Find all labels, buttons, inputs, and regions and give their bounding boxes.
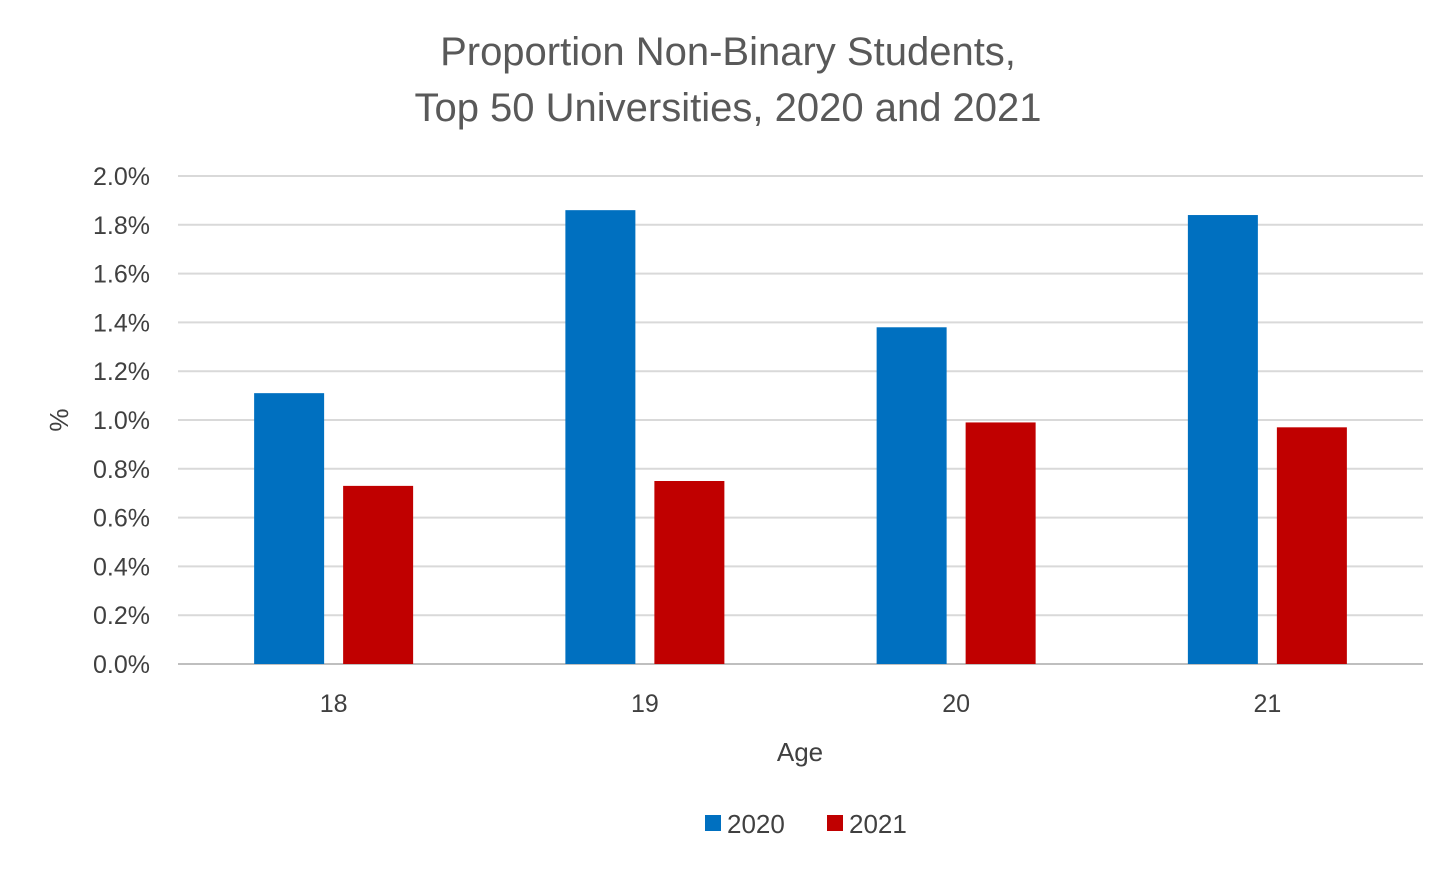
x-axis-tick-labels: 18 19 20 21 [320, 690, 1282, 718]
x-tick-label: 21 [1253, 690, 1281, 718]
legend-label-2020: 2020 [727, 809, 785, 839]
bar-2020-age-19 [565, 210, 636, 664]
legend-swatch-2020 [705, 815, 721, 831]
bars [254, 210, 1347, 665]
legend-swatch-2021 [827, 815, 843, 831]
y-tick-label: 0.2% [93, 602, 150, 630]
legend: 2020 2021 [705, 809, 907, 839]
bar-2021-age-20 [965, 422, 1036, 664]
x-tick-label: 19 [631, 690, 659, 718]
bar-2020-age-20 [876, 327, 947, 664]
y-tick-label: 0.0% [93, 651, 150, 679]
x-tick-label: 18 [320, 690, 348, 718]
y-tick-label: 1.6% [93, 261, 150, 289]
y-tick-label: 0.6% [93, 505, 150, 533]
y-tick-label: 1.8% [93, 212, 150, 240]
y-axis-tick-labels: 0.0% 0.2% 0.4% 0.6% 0.8% 1.0% 1.2% 1.4% 1.6% 1.8%… [93, 163, 150, 679]
bar-2020-age-21 [1187, 215, 1258, 665]
y-tick-label: 1.4% [93, 309, 150, 337]
bar-2020-age-18 [254, 393, 325, 664]
x-tick-label: 20 [942, 690, 970, 718]
y-tick-label: 1.2% [93, 358, 150, 386]
y-axis-label: % [44, 408, 74, 431]
y-tick-label: 0.4% [93, 553, 150, 581]
chart-title-line-2: Top 50 Universities, 2020 and 2021 [414, 86, 1041, 130]
legend-label-2021: 2021 [849, 809, 907, 839]
y-tick-label: 0.8% [93, 456, 150, 484]
x-axis-label: Age [777, 737, 823, 767]
y-tick-label: 1.0% [93, 407, 150, 435]
y-tick-label: 2.0% [93, 163, 150, 191]
chart-title-line-1: Proportion Non-Binary Students, [440, 30, 1016, 74]
bar-2021-age-19 [654, 481, 725, 664]
bar-2021-age-18 [343, 485, 414, 664]
bar-2021-age-21 [1276, 427, 1347, 664]
